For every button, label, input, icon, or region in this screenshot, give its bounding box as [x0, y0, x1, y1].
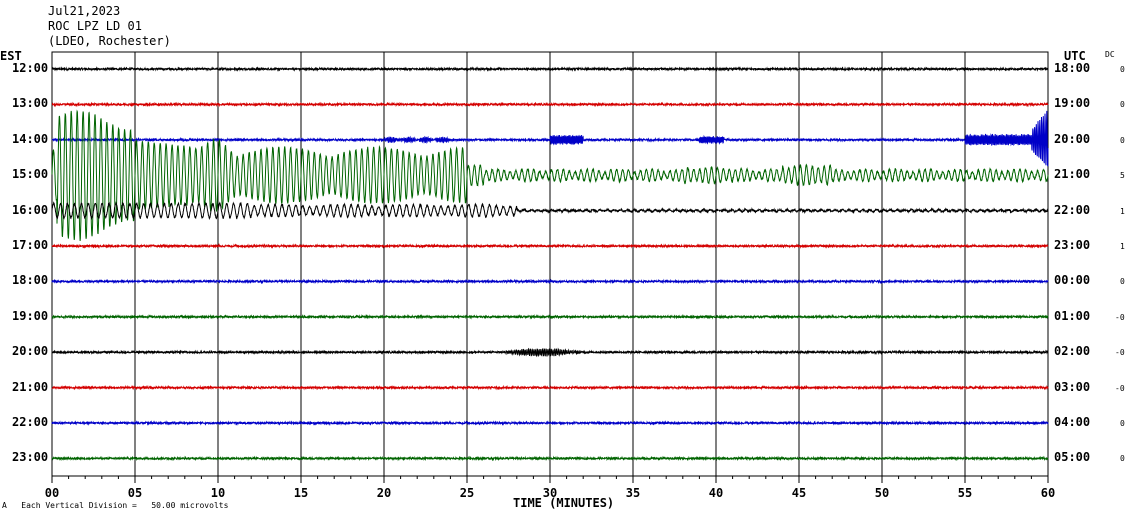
est-label-13:00: 13:00: [12, 96, 49, 111]
est-label-17:00: 17:00: [12, 238, 49, 252]
utc-label-18:00: 18:00: [1054, 61, 1091, 75]
dc-value: 0: [1120, 65, 1125, 74]
x-tick-label-05: 05: [127, 486, 143, 500]
trace-19:00: [51, 313, 1049, 320]
header-station: ROC LPZ LD 01: [48, 19, 142, 33]
trace-20:00: [51, 347, 1049, 358]
dc-value: -0: [1115, 383, 1125, 393]
dc-value: 1: [1120, 206, 1125, 216]
est-label-21:00: 21:00: [12, 379, 49, 394]
utc-label-23:00: 23:00: [1054, 238, 1091, 252]
trace-22:00: [51, 420, 1049, 426]
utc-label-00:00: 00:00: [1054, 273, 1091, 288]
est-label-22:00: 22:00: [12, 415, 49, 429]
est-label-20:00: 20:00: [12, 344, 49, 359]
trace-21:00: [51, 384, 1049, 391]
dc-value: 0: [1120, 100, 1125, 110]
dc-value: 0: [1120, 277, 1125, 287]
x-tick-label-60: 60: [1040, 486, 1056, 500]
dc-value: 0: [1120, 419, 1125, 428]
trace-18:00: [51, 278, 1049, 285]
dc-column-label: DC: [1105, 50, 1115, 59]
est-label-18:00: 18:00: [12, 273, 49, 288]
x-tick-label-35: 35: [625, 486, 641, 500]
utc-label-21:00: 21:00: [1054, 167, 1091, 182]
x-tick-label-50: 50: [874, 486, 890, 500]
x-tick-label-30: 30: [542, 486, 558, 500]
footer-mark: A: [2, 501, 7, 510]
utc-label-05:00: 05:00: [1054, 450, 1091, 465]
utc-label-01:00: 01:00: [1054, 308, 1091, 323]
utc-label-20:00: 20:00: [1054, 131, 1091, 146]
est-label-19:00: 19:00: [12, 308, 49, 323]
utc-label-19:00: 19:00: [1054, 96, 1091, 111]
x-tick-label-55: 55: [957, 486, 973, 500]
x-tick-label-15: 15: [293, 486, 309, 500]
footer-scale-text: Each Vertical Division = 50.00 microvolt…: [21, 501, 229, 510]
dc-value: 5: [1120, 171, 1125, 181]
utc-label-04:00: 04:00: [1054, 415, 1091, 429]
est-axis-label: EST: [0, 49, 22, 63]
dc-value: 0: [1120, 454, 1125, 464]
est-label-14:00: 14:00: [12, 131, 49, 146]
header-date: Jul21,2023: [48, 4, 121, 18]
est-label-23:00: 23:00: [12, 450, 49, 465]
utc-label-22:00: 22:00: [1054, 202, 1091, 217]
dc-value: 0: [1120, 135, 1125, 145]
trace-23:00: [51, 455, 1049, 462]
x-tick-label-40: 40: [708, 486, 724, 500]
x-axis-label: TIME (MINUTES): [513, 496, 615, 510]
trace-14:00: [51, 110, 1049, 167]
dc-value: -0: [1115, 312, 1125, 322]
trace-13:00: [51, 101, 1049, 108]
x-tick-label-10: 10: [210, 486, 226, 500]
x-tick-label-25: 25: [459, 486, 475, 500]
x-tick-label-00: 00: [44, 486, 60, 500]
utc-axis-label: UTC: [1064, 49, 1086, 63]
dc-value: -0: [1115, 348, 1125, 358]
est-label-15:00: 15:00: [12, 167, 49, 182]
utc-label-02:00: 02:00: [1054, 344, 1091, 359]
x-tick-label-45: 45: [791, 486, 807, 500]
dc-value: 1: [1120, 242, 1125, 251]
est-label-12:00: 12:00: [12, 61, 49, 75]
header-network: (LDEO, Rochester): [48, 34, 171, 48]
trace-15:00: [51, 109, 1049, 241]
trace-16:00: [51, 200, 1049, 221]
trace-12:00: [51, 66, 1049, 72]
est-label-16:00: 16:00: [12, 202, 49, 217]
x-tick-label-20: 20: [376, 486, 392, 500]
utc-label-03:00: 03:00: [1054, 379, 1091, 394]
footer-scale: A Each Vertical Division = 50.00 microvo…: [2, 501, 228, 510]
trace-17:00: [51, 243, 1049, 249]
